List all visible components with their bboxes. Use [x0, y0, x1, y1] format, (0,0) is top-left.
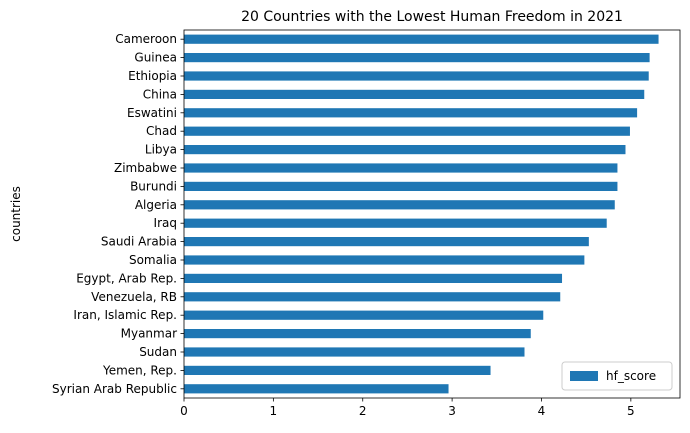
y-tick-label: Algeria: [135, 198, 177, 212]
y-tick-label: Cameroon: [115, 32, 177, 46]
y-tick-label: Chad: [146, 124, 177, 138]
bar: [184, 292, 561, 302]
y-tick-label: Iraq: [154, 216, 177, 230]
bar: [184, 108, 638, 118]
y-tick-label: Yemen, Rep.: [102, 363, 177, 377]
x-tick-label: 2: [359, 404, 367, 418]
y-tick-label: China: [143, 87, 177, 101]
bars-group: [184, 34, 659, 394]
y-tick-label: Myanmar: [121, 327, 177, 341]
y-tick-label: Saudi Arabia: [101, 235, 177, 249]
bar: [184, 218, 607, 228]
legend: hf_score: [561, 361, 673, 391]
bar: [184, 200, 615, 210]
x-tick-label: 5: [627, 404, 635, 418]
bar: [184, 126, 630, 136]
bar: [184, 384, 449, 394]
y-tick-label: Burundi: [130, 179, 177, 193]
x-tick-label: 0: [180, 404, 188, 418]
bar: [184, 181, 618, 191]
y-tick-label: Eswatini: [127, 106, 177, 120]
y-tick-label: Iran, Islamic Rep.: [73, 308, 177, 322]
y-tick-label: Venezuela, RB: [91, 290, 177, 304]
y-tick-label: Zimbabwe: [114, 161, 177, 175]
y-tick-label: Guinea: [134, 51, 177, 65]
y-tick-label: Sudan: [139, 345, 177, 359]
bar: [184, 34, 659, 44]
bar: [184, 71, 649, 81]
bar: [184, 273, 563, 283]
bar: [184, 329, 531, 339]
y-tick-label: Ethiopia: [128, 69, 177, 83]
bar: [184, 163, 618, 173]
bar: [184, 365, 491, 375]
y-tick-label: Syrian Arab Republic: [52, 382, 177, 396]
y-axis-ticks: Syrian Arab Republic Yemen, Rep. Sudan Myan…: [52, 32, 184, 396]
legend-swatch: [570, 371, 598, 381]
bar: [184, 89, 645, 99]
bar: [184, 255, 585, 265]
y-tick-label: Somalia: [129, 253, 177, 267]
x-tick-label: 3: [448, 404, 456, 418]
bar: [184, 310, 544, 320]
bar: [184, 237, 589, 247]
bar: [184, 347, 525, 357]
legend-box: [561, 361, 673, 391]
y-tick-label: Libya: [145, 143, 177, 157]
x-axis-ticks: 0 1 2 3 4 5: [180, 398, 635, 418]
chart-title: 20 Countries with the Lowest Human Freed…: [241, 9, 623, 25]
bar: [184, 53, 650, 63]
y-tick-label: Egypt, Arab Rep.: [76, 271, 177, 285]
plot-frame: [183, 29, 681, 399]
x-tick-label: 4: [538, 404, 546, 418]
y-axis-label: countries: [9, 186, 23, 242]
x-tick-label: 1: [270, 404, 278, 418]
bar: [184, 145, 626, 155]
legend-label: hf_score: [606, 369, 656, 383]
